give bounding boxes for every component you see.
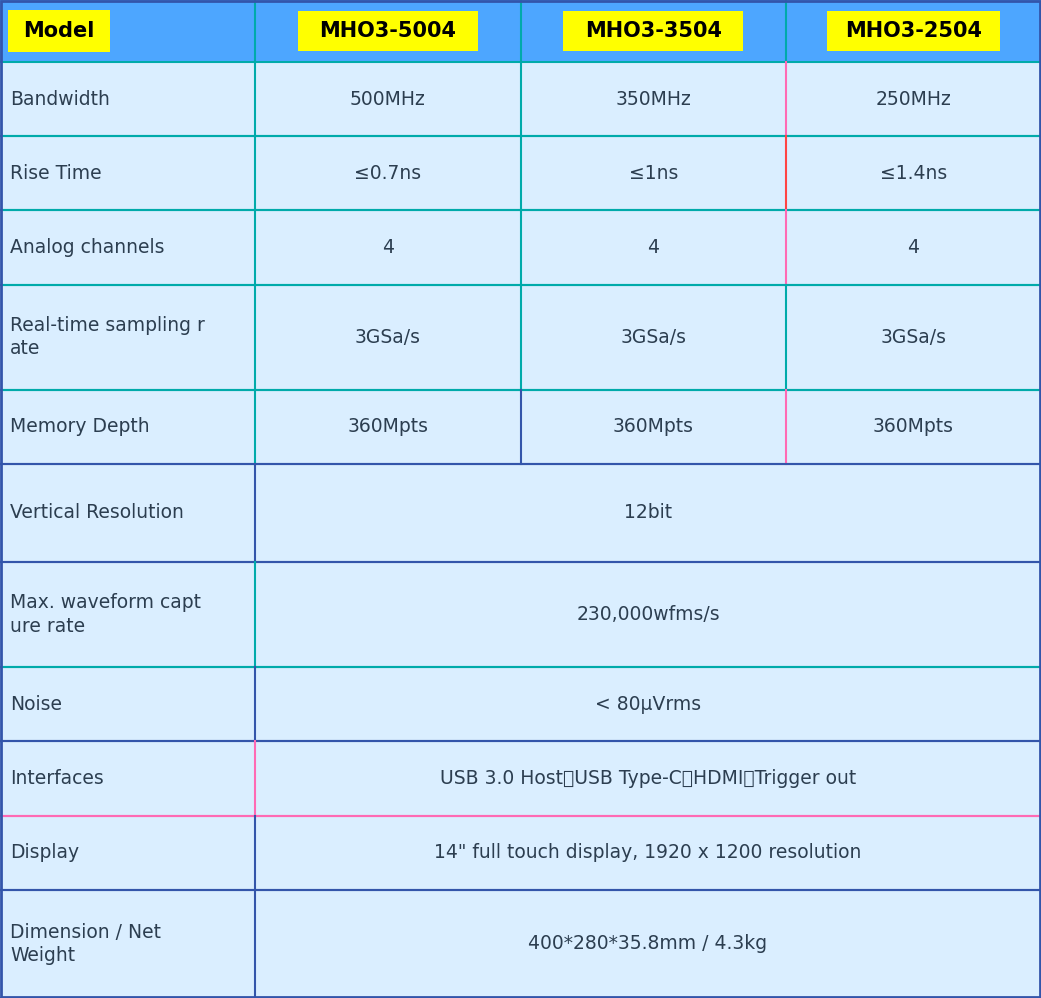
Bar xyxy=(0,464,1041,562)
Text: 360Mpts: 360Mpts xyxy=(873,417,954,436)
Text: ≤1ns: ≤1ns xyxy=(629,164,678,183)
Bar xyxy=(0,562,1041,667)
Text: Rise Time: Rise Time xyxy=(10,164,102,183)
Bar xyxy=(0,284,1041,390)
Text: Interfaces: Interfaces xyxy=(10,768,104,788)
Text: 360Mpts: 360Mpts xyxy=(613,417,693,436)
Text: Noise: Noise xyxy=(10,695,62,714)
Text: Model: Model xyxy=(23,21,95,41)
Text: Analog channels: Analog channels xyxy=(10,239,164,257)
Text: 4: 4 xyxy=(908,239,919,257)
Text: MHO3-3504: MHO3-3504 xyxy=(585,21,721,41)
Text: USB 3.0 Host、USB Type-C、HDMI、Trigger out: USB 3.0 Host、USB Type-C、HDMI、Trigger out xyxy=(440,768,856,788)
Bar xyxy=(8,10,110,52)
Text: 12bit: 12bit xyxy=(624,504,672,523)
Text: 360Mpts: 360Mpts xyxy=(348,417,428,436)
Bar xyxy=(0,667,1041,742)
Text: Real-time sampling r
ate: Real-time sampling r ate xyxy=(10,316,205,358)
Text: Display: Display xyxy=(10,843,79,862)
Text: Memory Depth: Memory Depth xyxy=(10,417,150,436)
Bar xyxy=(298,11,478,51)
Text: MHO3-5004: MHO3-5004 xyxy=(320,21,456,41)
Text: Bandwidth: Bandwidth xyxy=(10,90,110,109)
Text: 500MHz: 500MHz xyxy=(350,90,426,109)
Bar xyxy=(0,742,1041,815)
Text: 400*280*35.8mm / 4.3kg: 400*280*35.8mm / 4.3kg xyxy=(529,934,767,953)
Text: 4: 4 xyxy=(382,239,393,257)
Bar xyxy=(0,890,1041,998)
Text: 4: 4 xyxy=(648,239,659,257)
Text: < 80μVrms: < 80μVrms xyxy=(595,695,701,714)
Text: 3GSa/s: 3GSa/s xyxy=(881,327,946,346)
Bar xyxy=(0,136,1041,211)
Text: 350MHz: 350MHz xyxy=(615,90,691,109)
Text: 3GSa/s: 3GSa/s xyxy=(620,327,686,346)
Text: ≤1.4ns: ≤1.4ns xyxy=(880,164,947,183)
Bar xyxy=(563,11,743,51)
Bar xyxy=(0,62,1041,136)
Bar xyxy=(0,211,1041,284)
Text: 250MHz: 250MHz xyxy=(875,90,951,109)
Text: ≤0.7ns: ≤0.7ns xyxy=(354,164,422,183)
Text: 3GSa/s: 3GSa/s xyxy=(355,327,421,346)
Text: Max. waveform capt
ure rate: Max. waveform capt ure rate xyxy=(10,593,201,636)
Bar xyxy=(0,815,1041,890)
Text: 230,000wfms/s: 230,000wfms/s xyxy=(577,605,719,624)
Text: Dimension / Net
Weight: Dimension / Net Weight xyxy=(10,922,161,965)
Text: 14" full touch display, 1920 x 1200 resolution: 14" full touch display, 1920 x 1200 reso… xyxy=(434,843,862,862)
Text: MHO3-2504: MHO3-2504 xyxy=(845,21,982,41)
Text: Vertical Resolution: Vertical Resolution xyxy=(10,504,184,523)
Bar xyxy=(827,11,1000,51)
Bar xyxy=(0,390,1041,464)
Bar xyxy=(0,0,1041,62)
